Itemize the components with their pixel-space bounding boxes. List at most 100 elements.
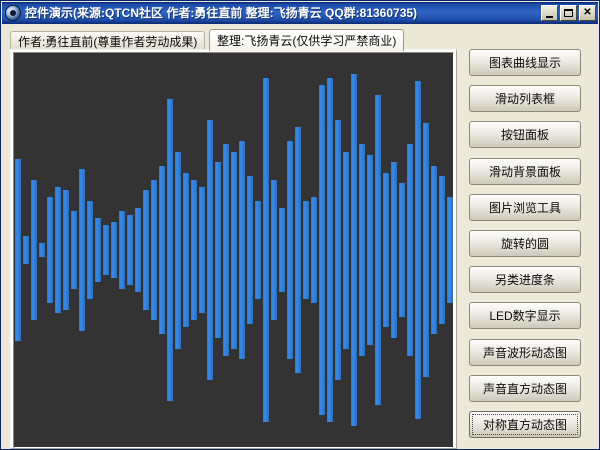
tab-bar: 作者:勇往直前(尊重作者劳动成果) 整理:飞扬青云(仅供学习严禁商业) <box>10 29 590 51</box>
demo-button-label: 图片浏览工具 <box>488 200 561 215</box>
histogram-bar-column <box>358 53 366 447</box>
maximize-button[interactable] <box>560 5 577 21</box>
histogram-bar-column <box>22 53 30 447</box>
histogram-bar <box>343 151 349 349</box>
histogram-bar-column <box>246 53 254 447</box>
demo-button-4[interactable]: 图片浏览工具 <box>469 193 581 221</box>
demo-button-8[interactable]: 声音波形动态图 <box>469 338 581 366</box>
histogram-bar-column <box>334 53 342 447</box>
histogram-bar <box>87 200 93 300</box>
histogram-bar-column <box>326 53 334 447</box>
histogram-bar-column <box>134 53 142 447</box>
histogram-bar-column <box>350 53 358 447</box>
histogram-bar-column <box>118 53 126 447</box>
histogram-bar-column <box>286 53 294 447</box>
histogram-bar <box>95 218 101 282</box>
close-button[interactable]: ✕ <box>579 5 596 21</box>
symmetric-histogram-bars <box>14 53 453 447</box>
histogram-bar-column <box>254 53 262 447</box>
histogram-bar <box>271 179 277 321</box>
histogram-bar <box>55 186 61 314</box>
histogram-bar-column <box>342 53 350 447</box>
client-area: 作者:勇往直前(尊重作者劳动成果) 整理:飞扬青云(仅供学习严禁商业) 图表曲线… <box>2 24 598 449</box>
demo-button-10[interactable]: 对称直方动态图 <box>469 411 581 438</box>
histogram-bar <box>319 84 325 416</box>
histogram-bar <box>263 77 269 423</box>
histogram-bar-column <box>150 53 158 447</box>
waveform-chart-border <box>13 52 454 448</box>
demo-button-label: 对称直方动态图 <box>482 418 567 432</box>
tab-editor[interactable]: 整理:飞扬青云(仅供学习严禁商业) <box>209 29 405 51</box>
minimize-button[interactable] <box>541 5 558 21</box>
histogram-bar-column <box>190 53 198 447</box>
histogram-bar-column <box>230 53 238 447</box>
histogram-bar <box>39 242 45 258</box>
histogram-bar <box>383 172 389 328</box>
histogram-bar <box>367 155 373 345</box>
histogram-bar <box>223 144 229 356</box>
histogram-bar <box>207 119 213 381</box>
histogram-bar-column <box>382 53 390 447</box>
histogram-bar <box>31 179 37 321</box>
demo-button-label: 另类进度条 <box>494 273 555 288</box>
histogram-bar-column <box>198 53 206 447</box>
tab-author[interactable]: 作者:勇往直前(尊重作者劳动成果) <box>10 31 206 50</box>
histogram-bar <box>159 165 165 335</box>
demo-button-label: 图表曲线显示 <box>488 56 561 70</box>
histogram-bar <box>167 98 173 402</box>
histogram-bar-column <box>182 53 190 447</box>
histogram-bar-column <box>110 53 118 447</box>
histogram-bar-column <box>302 53 310 447</box>
histogram-bar <box>391 162 397 338</box>
histogram-bar-column <box>294 53 302 447</box>
histogram-bar-column <box>278 53 286 447</box>
demo-button-label: 滑动列表框 <box>494 92 555 107</box>
demo-button-label: 声音波形动态图 <box>482 345 567 360</box>
histogram-bar-column <box>366 53 374 447</box>
histogram-bar <box>191 179 197 321</box>
demo-button-6[interactable]: 另类进度条 <box>469 266 581 294</box>
waveform-chart-frame <box>10 49 457 449</box>
histogram-bar <box>71 211 77 289</box>
histogram-bar <box>239 140 245 360</box>
demo-button-3[interactable]: 滑动背景面板 <box>469 157 581 185</box>
window-controls: ✕ <box>541 5 596 21</box>
histogram-bar-column <box>38 53 46 447</box>
histogram-bar <box>151 179 157 321</box>
histogram-bar <box>247 176 253 324</box>
histogram-bar <box>287 140 293 360</box>
waveform-chart-canvas[interactable] <box>14 53 453 447</box>
demo-button-2[interactable]: 按钮面板 <box>469 121 581 149</box>
histogram-bar <box>119 211 125 289</box>
demo-button-9[interactable]: 声音直方动态图 <box>469 374 581 402</box>
demo-button-label: 滑动背景面板 <box>488 164 561 179</box>
histogram-bar <box>79 169 85 331</box>
histogram-bar <box>279 207 285 293</box>
histogram-bar-column <box>78 53 86 447</box>
histogram-bar-column <box>54 53 62 447</box>
histogram-bar-column <box>430 53 438 447</box>
histogram-bar-column <box>70 53 78 447</box>
demo-button-0[interactable]: 图表曲线显示 <box>469 49 581 76</box>
histogram-bar-column <box>398 53 406 447</box>
histogram-bar <box>399 183 405 317</box>
histogram-bar <box>231 151 237 349</box>
histogram-bar <box>23 235 29 265</box>
histogram-bar <box>143 190 149 310</box>
demo-button-1[interactable]: 滑动列表框 <box>469 85 581 113</box>
histogram-bar-column <box>262 53 270 447</box>
histogram-bar-column <box>94 53 102 447</box>
window-title: 控件演示(来源:QTCN社区 作者:勇往直前 整理:飞扬青云 QQ群:81360… <box>25 6 418 20</box>
histogram-bar <box>103 225 109 275</box>
histogram-bar-column <box>310 53 318 447</box>
histogram-bar <box>111 221 117 279</box>
histogram-bar <box>303 200 309 300</box>
demo-button-label: 按钮面板 <box>500 128 549 143</box>
histogram-bar <box>431 165 437 335</box>
demo-button-5[interactable]: 旋转的圆 <box>469 230 581 257</box>
demo-button-7[interactable]: LED数字显示 <box>469 302 581 330</box>
histogram-bar-column <box>86 53 94 447</box>
histogram-bar-column <box>406 53 414 447</box>
histogram-bar-column <box>126 53 134 447</box>
demo-button-label: 声音直方动态图 <box>482 381 567 396</box>
